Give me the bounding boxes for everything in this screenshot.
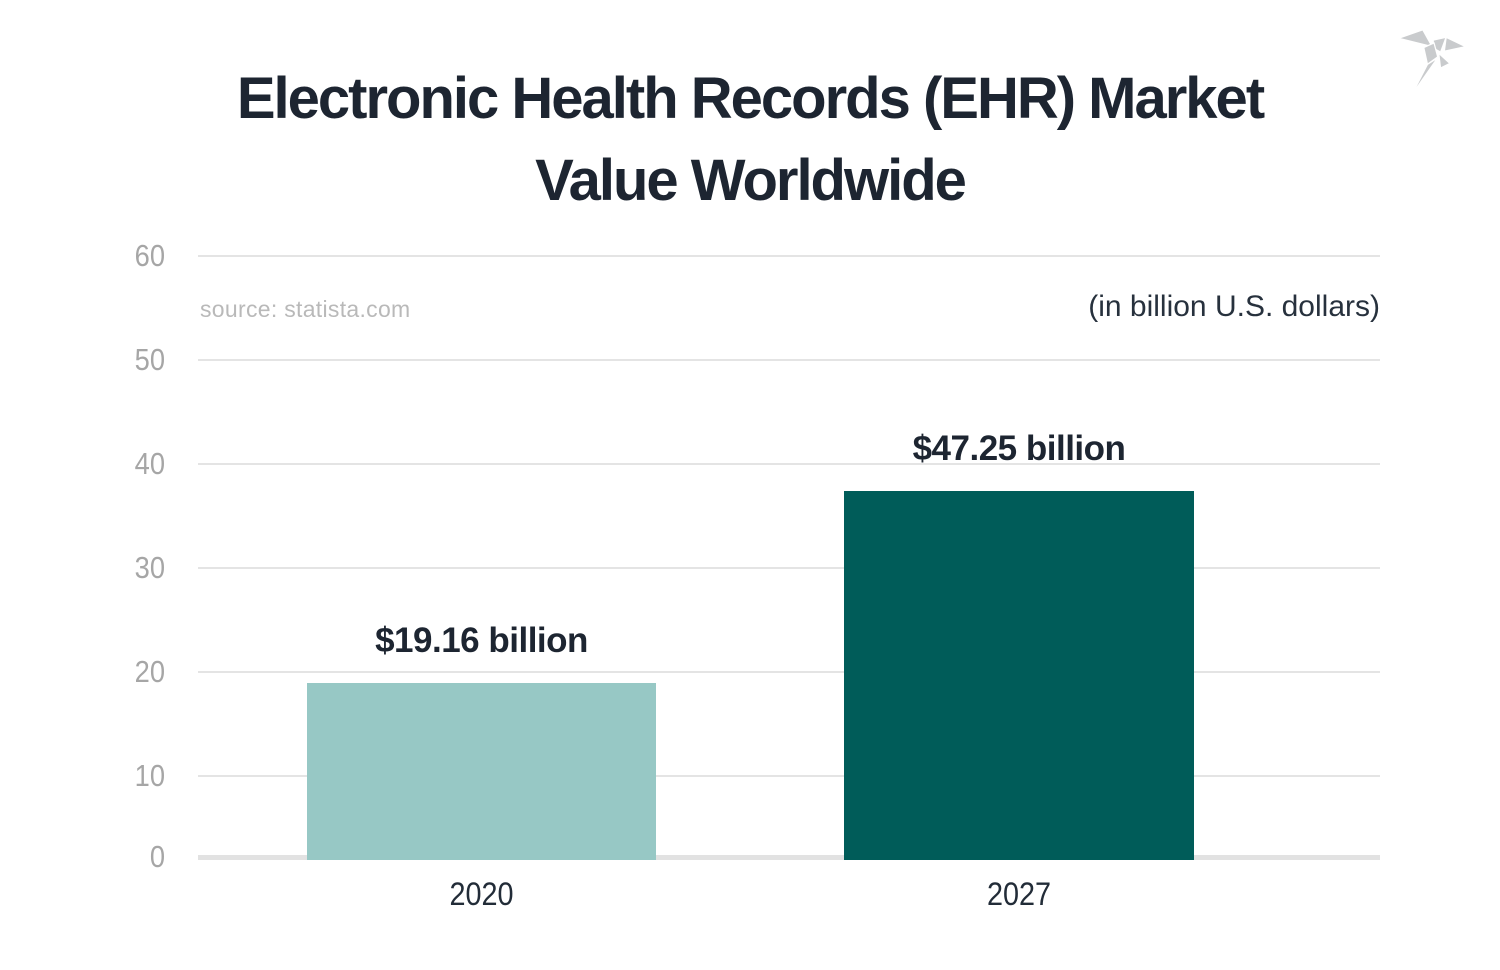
gridline-y-60 <box>198 255 1380 257</box>
unit-note: (in billion U.S. dollars) <box>1088 290 1380 323</box>
gridline-y-40 <box>198 463 1380 465</box>
bar-2020 <box>307 683 656 860</box>
bar-value-label-2020: $19.16 billion <box>375 621 588 660</box>
source-note: source: statista.com <box>200 296 411 322</box>
gridline-y-10 <box>198 775 1380 777</box>
x-category-label-2020: 2020 <box>449 876 514 912</box>
gridline-y-20 <box>198 671 1380 673</box>
y-tick-label-0: 0 <box>149 839 165 874</box>
chart-title-line-2: Value Worldwide <box>535 148 967 213</box>
origami-bird-logo <box>1397 29 1467 96</box>
bar-2027 <box>844 491 1194 860</box>
bird-body <box>1423 42 1439 65</box>
chart-title: Electronic Health Records (EHR) Market V… <box>0 58 1500 222</box>
y-tick-label-60: 60 <box>134 238 165 273</box>
y-tick-label-50: 50 <box>134 342 165 377</box>
y-tick-label-20: 20 <box>134 654 165 689</box>
bird-beak <box>1443 36 1467 52</box>
bar-value-label-2027: $47.25 billion <box>912 429 1126 468</box>
gridline-y-30 <box>198 567 1380 569</box>
y-tick-label-40: 40 <box>134 446 165 481</box>
y-tick-label-10: 10 <box>134 758 165 793</box>
x-category-label-2027: 2027 <box>986 876 1052 912</box>
x-axis-baseline <box>198 855 1380 860</box>
y-tick-label-30: 30 <box>134 550 165 585</box>
bird-tail <box>1410 57 1439 96</box>
gridline-y-50 <box>198 359 1380 361</box>
chart-title-line-1: Electronic Health Records (EHR) Market <box>236 66 1265 131</box>
bird-leg <box>1438 52 1451 69</box>
bird-wing <box>1397 29 1433 48</box>
